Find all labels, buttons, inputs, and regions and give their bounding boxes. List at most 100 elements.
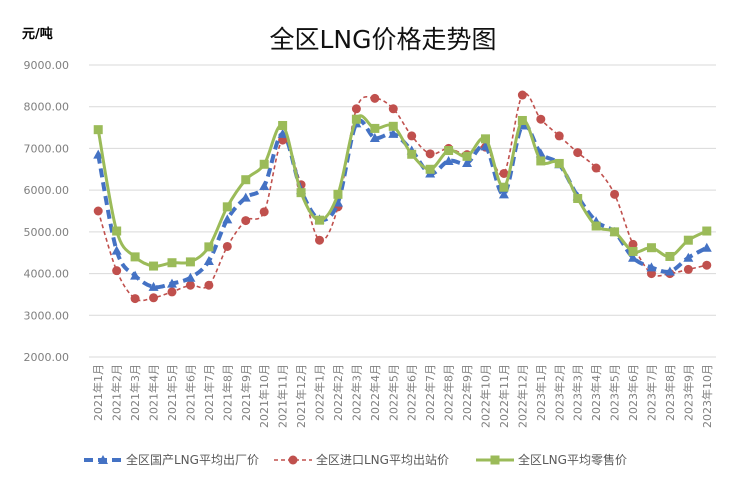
x-tick-label: 2023年2月 bbox=[552, 364, 566, 421]
series-group bbox=[93, 90, 712, 304]
data-point bbox=[388, 121, 398, 131]
data-point bbox=[222, 214, 233, 224]
x-tick-label: 2023年10月 bbox=[700, 364, 714, 428]
y-tick-label: 2000.00 bbox=[24, 351, 70, 364]
data-point bbox=[462, 151, 472, 161]
data-point bbox=[499, 182, 509, 192]
data-point bbox=[499, 168, 509, 178]
x-tick-label: 2021年5月 bbox=[165, 364, 179, 421]
data-point bbox=[536, 156, 546, 166]
x-tick-label: 2023年1月 bbox=[534, 364, 548, 421]
data-point bbox=[259, 207, 269, 217]
data-point bbox=[480, 134, 490, 144]
data-point bbox=[204, 242, 214, 252]
data-point bbox=[166, 278, 177, 288]
data-point bbox=[683, 252, 694, 262]
gridlines bbox=[89, 64, 716, 358]
data-point bbox=[288, 455, 298, 465]
data-point bbox=[664, 266, 675, 276]
x-tick-label: 2023年4月 bbox=[589, 364, 603, 421]
y-tick-label: 4000.00 bbox=[24, 268, 70, 281]
data-point bbox=[167, 258, 177, 268]
x-tick-label: 2022年8月 bbox=[442, 364, 456, 421]
data-point bbox=[683, 264, 693, 274]
data-point bbox=[646, 243, 656, 253]
x-tick-label: 2022年11月 bbox=[497, 364, 511, 428]
y-tick-label: 7000.00 bbox=[24, 142, 70, 155]
x-tick-label: 2022年12月 bbox=[515, 364, 529, 428]
series-line bbox=[96, 114, 708, 268]
x-tick-label: 2022年3月 bbox=[349, 364, 363, 421]
data-point bbox=[517, 90, 527, 100]
data-point bbox=[296, 188, 306, 198]
x-tick-label: 2021年6月 bbox=[183, 364, 197, 421]
legend-label: 全区进口LNG平均出站价 bbox=[316, 452, 449, 467]
data-point bbox=[351, 104, 361, 114]
x-tick-label: 2022年9月 bbox=[460, 364, 474, 421]
data-point bbox=[425, 149, 435, 159]
x-tick-label: 2021年2月 bbox=[110, 364, 124, 421]
data-point bbox=[490, 455, 500, 465]
data-point bbox=[370, 123, 380, 133]
data-point bbox=[702, 260, 712, 270]
data-point bbox=[370, 93, 380, 103]
data-point bbox=[111, 245, 122, 255]
legend-label: 全区国产LNG平均出厂价 bbox=[126, 452, 259, 467]
y-tick-label: 9000.00 bbox=[24, 59, 70, 72]
x-tick-label: 2022年7月 bbox=[423, 364, 437, 421]
series-line bbox=[96, 118, 708, 290]
data-point bbox=[241, 175, 251, 185]
y-tick-label: 8000.00 bbox=[24, 101, 70, 114]
data-point bbox=[333, 189, 343, 199]
series-2 bbox=[93, 90, 712, 304]
data-point bbox=[130, 270, 141, 280]
data-point bbox=[185, 280, 195, 290]
x-tick-label: 2021年4月 bbox=[147, 364, 161, 421]
x-tick-label: 2023年6月 bbox=[626, 364, 640, 421]
x-tick-label: 2022年10月 bbox=[478, 364, 492, 428]
data-point bbox=[167, 287, 177, 297]
x-tick-label: 2022年1月 bbox=[313, 364, 327, 421]
data-point bbox=[222, 202, 232, 212]
data-point bbox=[517, 115, 527, 125]
series-3 bbox=[93, 114, 712, 271]
data-point bbox=[536, 114, 546, 124]
data-point bbox=[315, 235, 325, 245]
data-point bbox=[554, 131, 564, 141]
data-point bbox=[278, 135, 288, 145]
x-tick-label: 2023年3月 bbox=[571, 364, 585, 421]
data-point bbox=[591, 221, 601, 231]
data-point bbox=[259, 180, 270, 190]
data-point bbox=[665, 251, 675, 261]
data-point bbox=[241, 216, 251, 226]
x-tick-label: 2022年5月 bbox=[386, 364, 400, 421]
data-point bbox=[277, 128, 288, 138]
y-axis-ticks: 2000.00 3000.00 4000.00 5000.00 6000.00 7000.… bbox=[24, 59, 70, 364]
data-point bbox=[98, 455, 108, 464]
x-tick-label: 2021年10月 bbox=[257, 364, 271, 428]
data-point bbox=[480, 141, 491, 151]
x-tick-label: 2021年3月 bbox=[128, 364, 142, 421]
data-point bbox=[628, 252, 639, 262]
data-point bbox=[278, 120, 288, 130]
data-point bbox=[351, 114, 361, 124]
data-point bbox=[683, 235, 693, 245]
data-point bbox=[628, 246, 638, 256]
data-point bbox=[573, 148, 583, 158]
y-tick-label: 3000.00 bbox=[24, 309, 70, 322]
data-point bbox=[185, 272, 196, 282]
x-tick-label: 2023年8月 bbox=[663, 364, 677, 421]
data-point bbox=[407, 149, 417, 159]
data-point bbox=[610, 189, 620, 199]
x-tick-label: 2021年9月 bbox=[239, 364, 253, 421]
x-tick-label: 2023年9月 bbox=[681, 364, 695, 421]
legend-item: 全区进口LNG平均出站价 bbox=[274, 452, 449, 467]
x-tick-label: 2022年6月 bbox=[405, 364, 419, 421]
data-point bbox=[554, 158, 564, 168]
data-point bbox=[369, 133, 380, 142]
data-point bbox=[185, 257, 195, 267]
data-point bbox=[259, 159, 269, 169]
data-point bbox=[498, 189, 509, 199]
data-point bbox=[130, 294, 140, 304]
